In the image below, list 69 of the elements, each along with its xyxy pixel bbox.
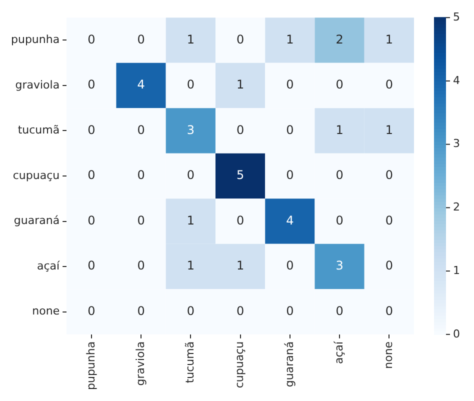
data-label: 0 — [385, 168, 394, 182]
data-label: 0 — [137, 122, 145, 137]
x-tick-label: graviola — [134, 341, 147, 386]
data-label: 0 — [385, 213, 394, 228]
y-tick-label: tucumã — [18, 124, 60, 137]
data-label: 4 — [286, 213, 294, 228]
data-label: 0 — [336, 168, 344, 182]
data-label: 0 — [336, 78, 344, 92]
data-label: 1 — [236, 78, 244, 92]
data-label: 0 — [286, 168, 294, 182]
x-tick-label: açaí — [332, 340, 346, 364]
data-label: 0 — [186, 304, 194, 318]
color-bar-label: 4 — [453, 74, 460, 87]
x-tick-label: guaraná — [282, 341, 296, 388]
color-bar-label: 3 — [453, 137, 460, 150]
data-label: 0 — [88, 78, 96, 92]
data-label: 1 — [186, 213, 194, 228]
y-tick-label: pupunha — [11, 33, 60, 46]
x-tick-label: pupunha — [84, 341, 98, 390]
color-bar-label: 2 — [453, 200, 460, 214]
data-label: 0 — [137, 32, 145, 46]
data-label: 0 — [385, 304, 394, 318]
data-label: 0 — [88, 258, 96, 273]
data-label: 1 — [186, 258, 194, 273]
data-label: 0 — [236, 213, 244, 228]
data-label: 0 — [236, 32, 244, 46]
data-label: 1 — [236, 258, 244, 273]
data-label: 0 — [286, 304, 294, 318]
data-label: 0 — [236, 304, 244, 318]
data-label: 1 — [286, 32, 294, 46]
y-tick-label: none — [32, 304, 60, 318]
data-label: 0 — [88, 213, 96, 228]
data-label: 4 — [137, 78, 145, 92]
y-tick-label: açaí — [37, 259, 61, 272]
y-tick-label: graviola — [15, 78, 60, 92]
color-bar-label: 1 — [453, 264, 460, 277]
data-label: 0 — [137, 168, 145, 182]
data-label: 0 — [336, 304, 344, 318]
data-label: 3 — [186, 122, 194, 137]
data-label: 1 — [385, 122, 394, 137]
data-label: 3 — [336, 258, 344, 273]
data-label: 0 — [286, 258, 294, 273]
x-tick-label: cupuaçu — [233, 341, 246, 388]
data-label: 0 — [385, 78, 394, 92]
color-bar-label: 5 — [453, 10, 460, 24]
data-label: 0 — [186, 168, 194, 182]
y-tick-label: cupuaçu — [12, 168, 60, 182]
data-label: 0 — [88, 168, 96, 182]
data-label: 0 — [88, 32, 96, 46]
x-tick-label: tucumã — [184, 341, 197, 384]
data-label: 0 — [236, 122, 244, 137]
data-label: 5 — [236, 168, 244, 182]
data-label: 1 — [336, 122, 344, 137]
data-label: 2 — [336, 32, 344, 46]
data-label: 0 — [286, 122, 294, 137]
data-label: 0 — [385, 258, 394, 273]
y-tick-label: guaraná — [14, 214, 60, 228]
data-label: 0 — [137, 258, 145, 273]
data-label: 0 — [137, 213, 145, 228]
data-label: 1 — [186, 32, 194, 46]
data-label: 0 — [336, 213, 344, 228]
x-tick-label: none — [382, 341, 396, 369]
data-label: 0 — [286, 78, 294, 92]
data-label: 0 — [186, 78, 194, 92]
data-label: 0 — [88, 304, 96, 318]
data-label: 0 — [137, 304, 145, 318]
data-label: 0 — [88, 122, 96, 137]
color-bar-label: 0 — [453, 327, 460, 340]
data-label: 1 — [385, 32, 394, 46]
